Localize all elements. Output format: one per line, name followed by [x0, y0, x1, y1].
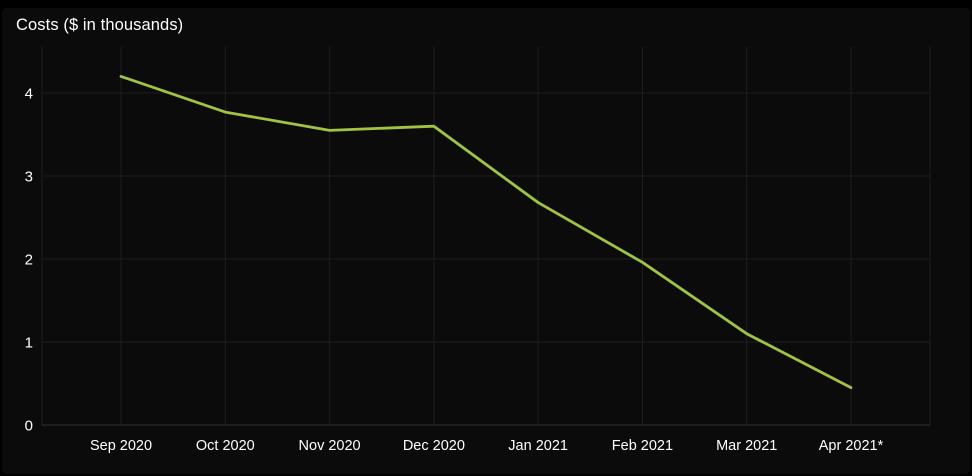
x-axis-tick-label: Jan 2021	[508, 438, 568, 454]
y-axis-tick-label: 0	[25, 418, 33, 435]
x-axis-tick-label: Oct 2020	[196, 438, 255, 454]
x-axis-tick-label: Sep 2020	[90, 438, 152, 454]
y-axis-tick-label: 1	[25, 335, 33, 352]
chart-title: Costs ($ in thousands)	[16, 16, 184, 34]
x-axis-tick-label: Mar 2021	[716, 438, 777, 454]
y-axis-tick-label: 4	[25, 86, 33, 103]
y-axis-tick-label: 3	[25, 169, 33, 186]
x-axis-tick-label: Apr 2021*	[819, 438, 884, 454]
costs-series-line	[119, 75, 853, 390]
x-axis-tick-label: Feb 2021	[612, 438, 673, 454]
chart-panel	[2, 8, 970, 474]
y-axis-tick-label: 2	[25, 252, 33, 269]
x-axis-tick-label: Nov 2020	[299, 438, 361, 454]
x-axis-tick-label: Dec 2020	[403, 438, 465, 454]
